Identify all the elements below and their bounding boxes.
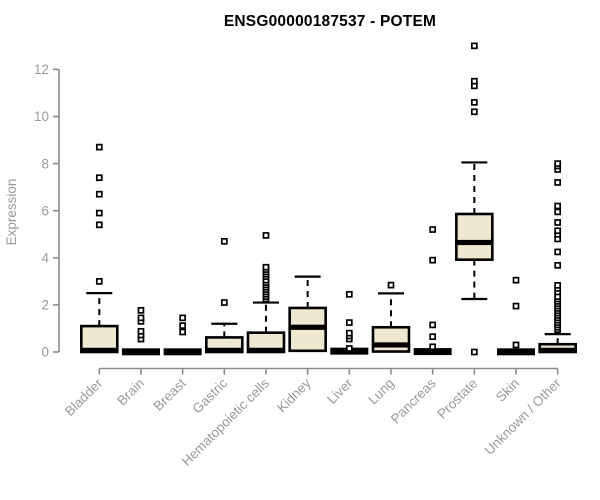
box-lung — [371, 325, 411, 353]
outlier-prostate-2 — [470, 99, 478, 106]
outlier-unknown-other-18 — [554, 261, 562, 269]
outlier-unknown-other-25 — [554, 202, 562, 210]
outlier-lung-0 — [387, 281, 395, 289]
x-tick-label-liver: Liver — [324, 375, 356, 407]
outlier-hematopoietic-cells-14 — [262, 232, 270, 239]
y-tick-label-10: 10 — [34, 109, 49, 124]
y-tick-label-12: 12 — [34, 62, 49, 77]
y-tick-label-8: 8 — [41, 156, 49, 171]
outlier-bladder-0 — [95, 278, 103, 285]
outlier-breast-0 — [179, 328, 186, 336]
outlier-unknown-other-26 — [554, 179, 562, 186]
outlier-skin-0 — [512, 341, 520, 349]
outlier-liver-4 — [345, 319, 353, 326]
outlier-pancreas-0 — [429, 343, 437, 351]
outlier-brain-2 — [137, 327, 145, 335]
x-tick-label-lung: Lung — [365, 376, 397, 408]
median-unknown-other — [538, 347, 577, 353]
x-tick-label-pancreas: Pancreas — [388, 375, 439, 426]
outlier-unknown-other-24 — [554, 208, 562, 216]
outlier-breast-2 — [179, 314, 186, 322]
y-tick-label-0: 0 — [41, 345, 49, 360]
outlier-prostate-1 — [470, 108, 478, 116]
outlier-prostate-5 — [470, 42, 478, 50]
outlier-gastric-0 — [220, 299, 228, 306]
box-collapsed-breast — [163, 348, 202, 356]
outlier-pancreas-1 — [429, 333, 437, 341]
box-bladder — [80, 324, 119, 354]
median-prostate — [455, 239, 494, 246]
outlier-unknown-other-23 — [554, 219, 562, 226]
median-hematopoietic-cells — [246, 347, 285, 353]
outlier-bladder-3 — [95, 190, 103, 198]
median-lung — [371, 342, 410, 348]
outlier-hematopoietic-cells-13 — [262, 263, 270, 271]
box-collapsed-pancreas — [413, 348, 452, 356]
outlier-liver-3 — [345, 329, 353, 337]
outlier-unknown-other-17 — [554, 282, 562, 289]
outlier-liver-5 — [345, 290, 353, 298]
y-tick-label-6: 6 — [41, 203, 49, 218]
outlier-brain-5 — [137, 306, 145, 314]
y-tick-label-2: 2 — [41, 298, 49, 313]
box-collapsed-skin — [497, 348, 535, 356]
outlier-breast-1 — [179, 322, 186, 329]
x-tick-label-unknown-other: Unknown / Other — [482, 375, 565, 458]
outlier-bladder-1 — [95, 221, 103, 229]
x-tick-label-brain: Brain — [114, 376, 147, 409]
x-tick-label-breast: Breast — [151, 375, 189, 413]
x-tick-label-kidney: Kidney — [274, 375, 314, 415]
x-tick-label-bladder: Bladder — [62, 375, 106, 419]
outlier-unknown-other-22 — [554, 227, 562, 235]
x-tick-label-prostate: Prostate — [434, 376, 480, 422]
x-tick-label-skin: Skin — [493, 376, 522, 405]
outlier-prostate-0 — [470, 348, 478, 356]
box-prostate — [455, 212, 494, 261]
y-tick-label-4: 4 — [41, 251, 49, 266]
outlier-bladder-5 — [95, 143, 103, 151]
outlier-prostate-4 — [470, 77, 478, 85]
median-gastric — [205, 347, 244, 353]
outlier-pancreas-2 — [429, 321, 437, 329]
outlier-brain-4 — [137, 314, 145, 322]
outlier-bladder-4 — [95, 174, 103, 182]
box-collapsed-brain — [121, 348, 160, 356]
outlier-unknown-other-19 — [554, 248, 562, 256]
median-bladder — [80, 347, 119, 353]
outlier-skin-1 — [512, 302, 520, 310]
outlier-pancreas-3 — [429, 256, 437, 264]
outlier-gastric-1 — [220, 237, 228, 245]
outlier-bladder-2 — [95, 209, 103, 217]
chart-title: ENSG00000187537 - POTEM — [223, 13, 437, 30]
outlier-pancreas-4 — [429, 226, 437, 233]
outlier-liver-0 — [345, 345, 353, 352]
outlier-unknown-other-29 — [554, 160, 562, 167]
median-kidney — [288, 324, 327, 330]
outlier-skin-2 — [512, 276, 520, 284]
x-tick-label-gastric: Gastric — [190, 375, 231, 416]
